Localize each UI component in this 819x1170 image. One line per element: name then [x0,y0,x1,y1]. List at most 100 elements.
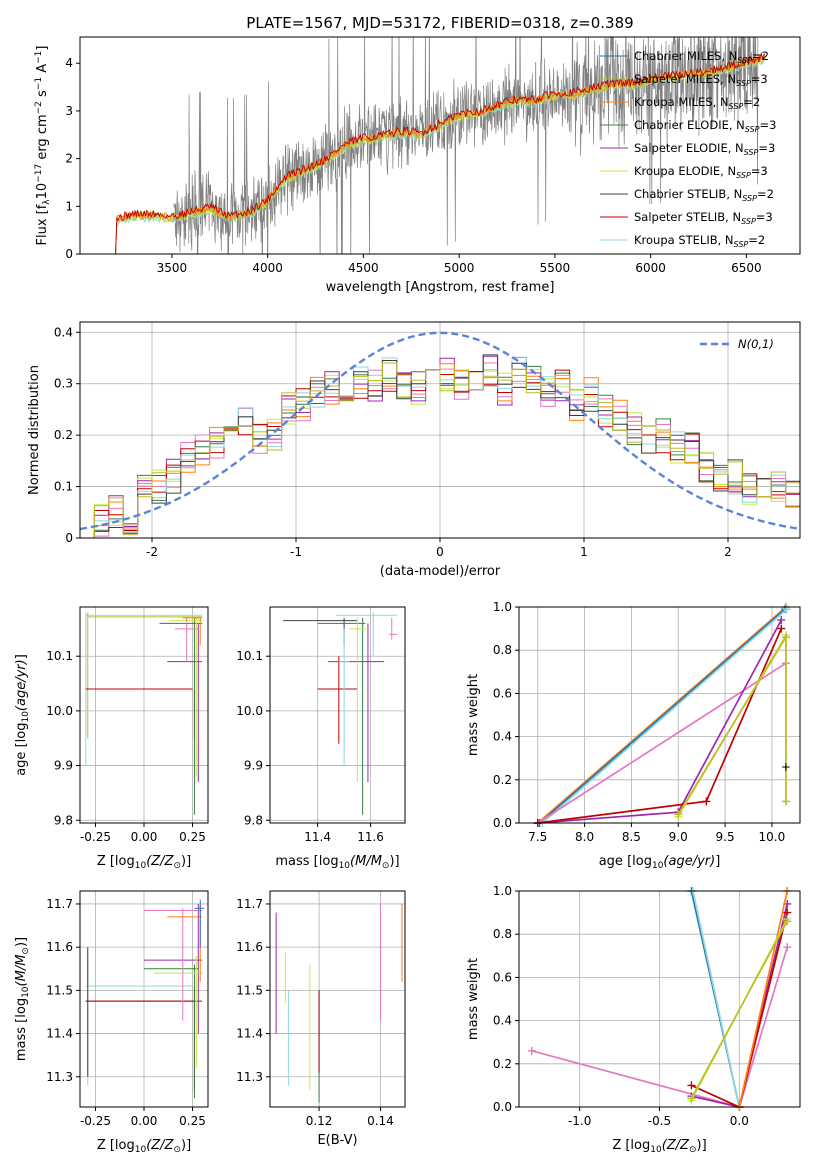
sub: ⊙ [21,947,31,955]
ylabel-rest: s [35,90,50,101]
age_vs_mass-ytick-label: 9.9 [244,759,263,773]
mass_vs_ebv-ytick-label: 11.6 [236,940,263,954]
sub: 10 [339,861,351,871]
spectrum-frame [79,36,801,255]
residuals-xtick-label: 0 [436,545,444,559]
age_vs_Z-xtick-label: -0.25 [80,830,111,844]
age_vs_Z-ytick-label: 10.0 [46,704,73,718]
rest: )] [14,937,29,947]
mass_vs_Z-ytick-label: 11.4 [46,1027,73,1041]
legend-sub: SSP [734,240,749,249]
spectrum-xtick-label: 6000 [635,261,666,275]
mass-weight-line [692,890,741,1108]
mass-weight-line [541,608,788,824]
panels: 3500 4000 4500 5000 5500 6000 6500 0 1 2 3 4 wavelen… [14,36,801,1155]
mass_weight_vs_Z-xtick-label: -0.5 [648,1114,671,1128]
mass_weight_vs_age-ytick-label: 0.4 [493,730,512,744]
gaussian-curve [79,331,801,531]
mass-weight-line [677,634,787,815]
spectrum-xtick-label: 5500 [540,261,571,275]
rest: (M/M [350,854,382,869]
mass_vs_Z-axes: -0.25 0.00 0.25 11.3 11.4 11.5 11.6 11.7 [46,891,208,1128]
spectrum-ylabel: Flux [fλ10−17 erg cm−2 s−1 A−1] [34,46,52,246]
mass-weight-line [690,920,788,1099]
rest: (Z/Z [146,1138,174,1153]
rest: ] [14,654,29,659]
mass_vs_ebv-xtick-label: 0.12 [306,1114,333,1128]
spectrum-ytick-label: 4 [65,56,73,70]
mass_vs_ebv-ytick-label: 11.7 [236,897,263,911]
legend-entry: Chabrier MILES, NSSP=2 [634,49,769,65]
mass_weight_vs_age-xtick-label: 10.0 [759,830,786,844]
mass_weight_vs_age-ytick-label: 0.0 [493,816,512,830]
legend-sub: SSP [736,171,751,180]
mass-weight-marker: + [781,760,791,774]
legend-rest: =3 [760,118,777,132]
age_vs_Z-ytick-label: 9.9 [54,759,73,773]
sub: 10 [652,861,664,871]
mass_vs_Z-xtick-label: 0.00 [131,1114,158,1128]
mass_weight_vs_Z-frame [518,890,801,1108]
mass-vs-Z-xlabel: Z [log10(Z/Z⊙)] [97,1138,191,1155]
mass_weight_vs_age-xtick-label: 8.5 [622,830,641,844]
legend-entry: Salpeter MILES, NSSP=3 [634,72,768,88]
mass-vs-Z-marks [85,899,205,1099]
legend-entry: Chabrier STELIB, NSSP=2 [634,187,774,203]
age-vs-mass-xlabel: mass [log10(M/M⊙)] [275,854,399,871]
legend-entry: Kroupa ELODIE, NSSP=3 [634,164,768,180]
mass_weight_vs_age-xtick-label: 8.0 [575,830,594,844]
mass-weight-marker [687,1094,696,1103]
mass_vs_Z-xtick-label: -0.25 [80,1114,111,1128]
mass_weight_vs_Z-ytick-label: 0.8 [493,927,512,941]
mass-weight-vs-Z-xlabel: Z [log10(Z/Z⊙)] [612,1138,706,1155]
mass-weight-marker [783,943,792,952]
legend-sub: SSP [729,102,744,111]
rest: )] [697,1138,707,1153]
ylabel-sup: −1 [34,51,44,64]
mass_weight_vs_Z-ylabel: mass weight [466,958,481,1040]
rest: ] [715,854,720,869]
mass-weight-marker [674,810,683,819]
mass_vs_Z-frame [79,890,209,1108]
ylabel-sup: −2 [34,101,44,114]
age_vs_mass-ytick-label: 10.1 [236,649,263,663]
residuals-frame [79,321,801,539]
residual-histogram-line [80,355,800,538]
legend-rest: =2 [743,95,760,109]
mass-vs-ebv-marks [275,903,403,1103]
spectrum-xtick-label: 3500 [157,261,188,275]
legend-sub: SSP [745,125,760,134]
mass_weight_vs_Z-xtick-label: 0.0 [730,1114,749,1128]
spectrum-xtick-label: 4000 [252,261,283,275]
legend-entry: Salpeter ELODIE, NSSP=3 [634,141,775,157]
sub: ⊙ [173,1145,181,1155]
ylabel-rest: erg cm [35,114,50,163]
mass-weight-marker [527,1046,536,1055]
mass_vs_Z-ytick-label: 11.6 [46,940,73,954]
mass-weight-marker [782,605,791,614]
age_vs_mass-ytick-label: 9.8 [244,813,263,827]
legend-rest: =2 [757,187,774,201]
residuals-xtick-label: -2 [146,545,158,559]
spectrum-xtick-label: 4500 [348,261,379,275]
legend-entry: Kroupa STELIB, NSSP=2 [634,233,765,249]
residual-histogram-line [80,362,800,538]
mass-weight-vs-age-xlabel: age [log10(age/yr)] [599,854,721,871]
spectrum-axes: 3500 4000 4500 5000 5500 6000 6500 0 1 2 3 4 [65,56,761,275]
mass_weight_vs_Z-ytick-label: 0.0 [493,1100,512,1114]
age_vs_mass-ytick-label: 10.0 [236,704,263,718]
sub: 10 [135,861,147,871]
mass-weight-line [537,662,787,824]
legend-entry: Kroupa MILES, NSSP=2 [634,95,760,111]
mass_weight_vs_age-ytick-label: 0.8 [493,643,512,657]
residuals-xlabel: (data-model)/error [380,564,501,579]
spectrum-ytick-label: 2 [65,152,73,166]
ylabel-rest: ] [35,46,50,51]
age_vs_mass-frame [269,606,406,824]
mass_vs_Z-ytick-label: 11.5 [46,983,73,997]
mass_vs_Z-ytick-label: 11.7 [46,897,73,911]
residuals-ytick-label: 0.4 [54,325,73,339]
rest: (age/yr) [14,659,29,711]
mass-weight-line [537,606,787,824]
